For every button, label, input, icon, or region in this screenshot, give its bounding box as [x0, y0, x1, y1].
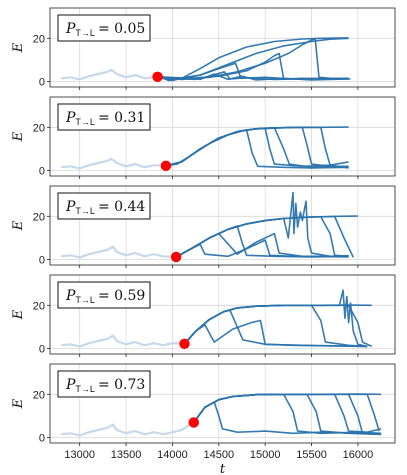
branch-point-marker — [170, 251, 182, 263]
x-tick-label: 15500 — [296, 449, 327, 461]
panel-4: 0 20 E PT→L = 0.59 — [11, 274, 396, 357]
trajectory-line — [175, 232, 349, 258]
trajectory-line — [157, 37, 349, 82]
panel-5: 0 20 E PT→L = 0.73 13000 13500 14000 14500 15000 1… — [11, 363, 396, 475]
trajectory-line — [175, 215, 355, 258]
trajectory-line — [193, 401, 382, 436]
panel-frame — [49, 185, 396, 266]
trajectory-line — [175, 239, 349, 258]
panel-frame — [49, 96, 396, 177]
branch-point-marker — [160, 160, 172, 172]
y-tick-label: 20 — [33, 122, 45, 134]
x-tick-label: 16000 — [343, 449, 374, 461]
trajectory-line — [193, 393, 380, 432]
y-axis-label: E — [11, 309, 26, 320]
y-tick-label: 0 — [39, 77, 45, 89]
probability-value: = 0.44 — [98, 199, 145, 215]
probability-value: = 0.31 — [98, 110, 145, 126]
panel-2: 0 20 E PT→L = 0.31 — [11, 96, 396, 179]
probability-subscript: T→L — [75, 117, 95, 127]
y-tick-label: 20 — [33, 300, 45, 312]
x-tick-label: 15000 — [250, 449, 281, 461]
probability-label-box — [57, 103, 151, 131]
probability-subscript: T→L — [75, 206, 95, 216]
probability-label-box — [57, 14, 151, 42]
panel-frame — [49, 274, 396, 355]
plot-area — [60, 126, 349, 172]
trajectory-line — [183, 319, 368, 348]
y-axis-label: E — [11, 398, 26, 409]
panel-1: 0 20 E PT→L = 0.05 — [11, 7, 396, 90]
probability-label: PT→L = 0.31 — [65, 110, 145, 127]
plot-area — [60, 37, 351, 83]
branch-point-marker — [188, 417, 199, 428]
trajectory-line — [165, 126, 349, 169]
probability-symbol: P — [65, 199, 76, 215]
probability-label: PT→L = 0.59 — [65, 288, 145, 305]
probability-value: = 0.05 — [98, 21, 145, 37]
plot-area — [60, 191, 358, 263]
probability-label-box — [57, 370, 151, 398]
history-line — [60, 421, 195, 437]
y-tick-label: 0 — [39, 255, 45, 267]
probability-symbol: P — [65, 110, 76, 126]
x-tick-label: 14500 — [203, 449, 234, 461]
y-axis-label: E — [11, 131, 26, 142]
history-line — [60, 68, 158, 81]
plot-area — [60, 289, 373, 350]
x-axis-label: t — [220, 462, 226, 475]
probability-symbol: P — [65, 288, 76, 304]
probability-label: PT→L = 0.05 — [65, 21, 145, 38]
history-line — [60, 245, 177, 259]
y-tick-label: 20 — [33, 211, 45, 223]
y-tick-label: 20 — [33, 389, 45, 401]
x-tick-label: 13500 — [111, 449, 142, 461]
trajectory-line — [165, 126, 349, 168]
probability-value: = 0.59 — [98, 288, 145, 304]
trajectory-line — [175, 215, 349, 258]
branch-point-marker — [179, 338, 190, 350]
probability-symbol: P — [65, 377, 76, 393]
probability-subscript: T→L — [75, 295, 95, 305]
panel-frame — [49, 363, 396, 444]
trajectory-line — [183, 309, 368, 348]
trajectory-line — [157, 73, 349, 82]
plot-area — [60, 393, 382, 437]
y-tick-label: 0 — [39, 344, 45, 356]
trajectory-line — [183, 304, 368, 348]
x-tick-label: 14000 — [157, 449, 188, 461]
trajectory-line — [193, 393, 377, 436]
probability-label: PT→L = 0.73 — [65, 377, 145, 394]
probability-label-box — [57, 192, 151, 220]
history-line — [60, 334, 185, 348]
probability-label-box — [57, 281, 151, 309]
probability-label: PT→L = 0.44 — [65, 199, 145, 216]
probability-symbol: P — [65, 21, 76, 37]
panel-3: 0 20 E PT→L = 0.44 — [11, 185, 396, 268]
history-line — [60, 157, 166, 170]
probability-value: = 0.73 — [98, 377, 145, 393]
trajectory-line — [165, 127, 349, 168]
y-tick-label: 0 — [39, 433, 45, 445]
trajectory-line — [165, 126, 349, 169]
x-tick-label: 13000 — [64, 449, 95, 461]
probability-subscript: T→L — [75, 28, 95, 38]
trajectory-line — [165, 129, 349, 169]
branch-point-marker — [152, 71, 163, 83]
trajectory-line — [157, 37, 349, 81]
y-tick-label: 0 — [39, 166, 45, 178]
probability-subscript: T→L — [75, 384, 95, 394]
y-axis-label: E — [11, 220, 26, 231]
y-axis-label: E — [11, 42, 26, 53]
y-tick-label: 20 — [33, 33, 45, 45]
panel-frame — [49, 7, 396, 88]
